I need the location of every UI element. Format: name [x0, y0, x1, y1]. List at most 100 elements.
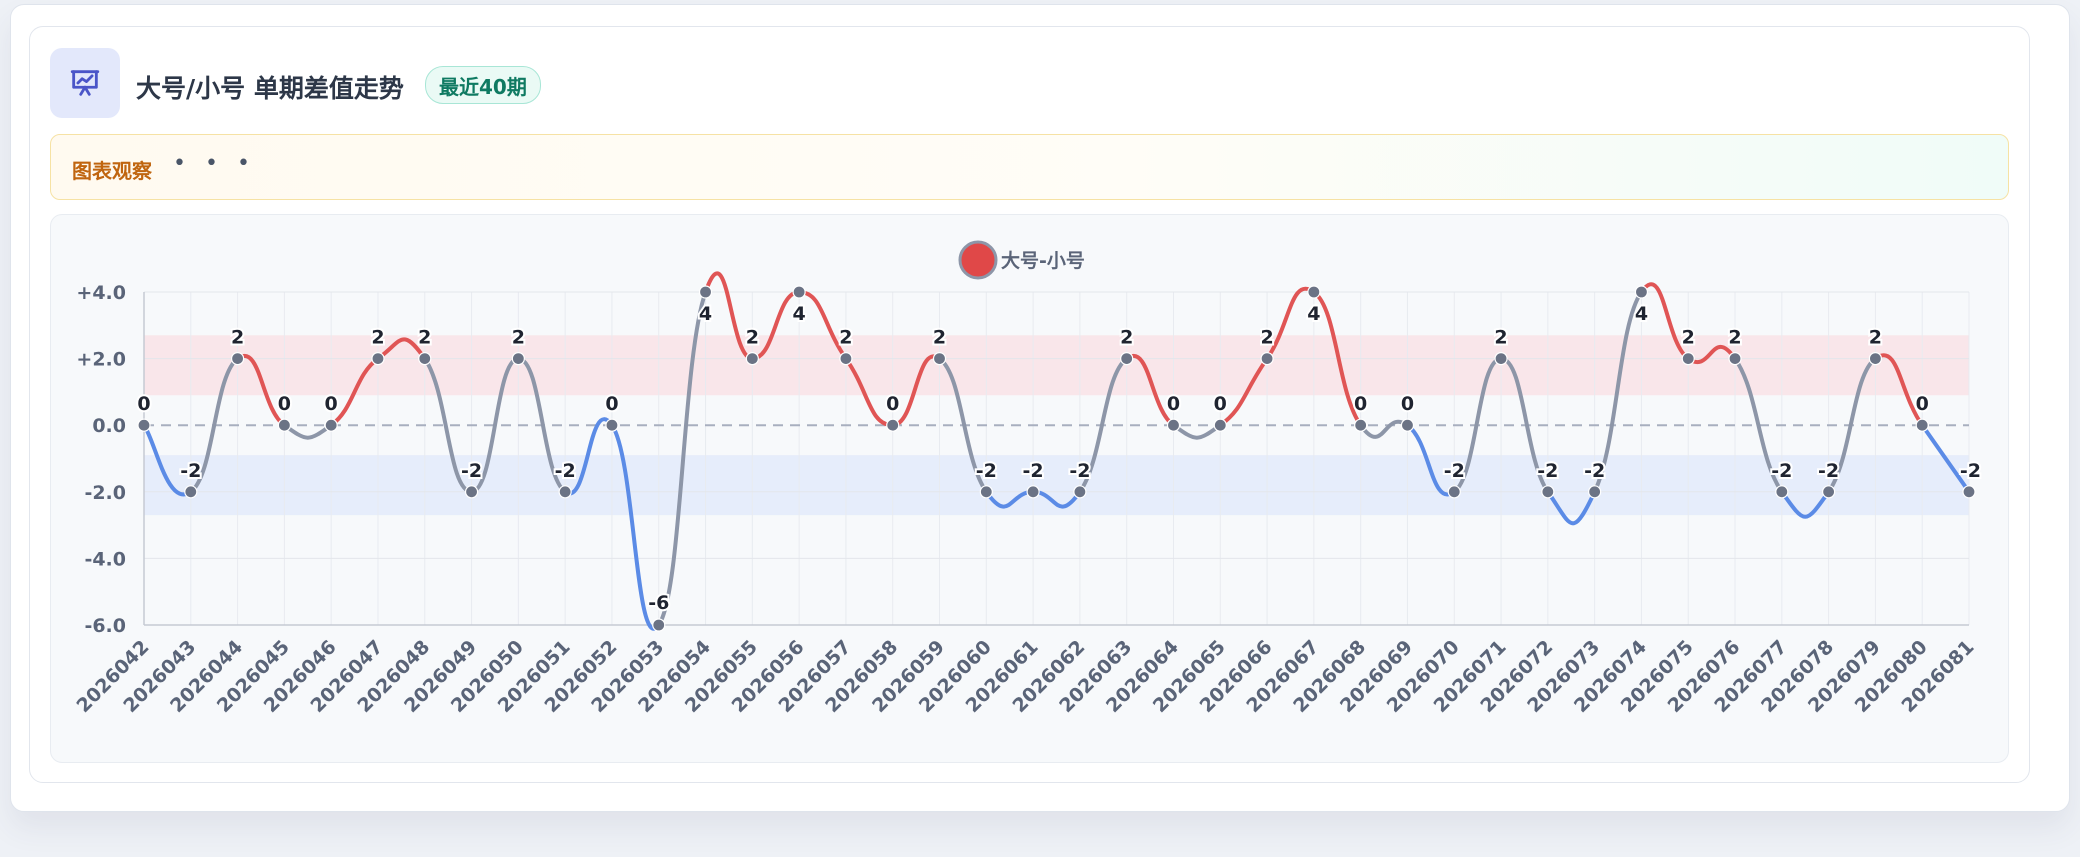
data-point[interactable] [1541, 485, 1555, 499]
data-point[interactable] [1681, 352, 1695, 366]
data-label: -2 [1444, 460, 1465, 482]
data-point[interactable] [1307, 285, 1321, 299]
data-point[interactable] [698, 285, 713, 299]
data-label: 2 [839, 327, 852, 349]
data-point[interactable] [1494, 352, 1508, 366]
data-point[interactable] [1260, 352, 1274, 366]
data-point[interactable] [1822, 485, 1836, 499]
data-label: -2 [1818, 460, 1839, 482]
data-point[interactable] [1962, 485, 1976, 499]
series-line-segment [609, 423, 661, 631]
series-line-segment [1545, 489, 1597, 526]
data-label: -2 [1771, 460, 1792, 482]
data-point[interactable] [605, 418, 619, 432]
period-badge: 最近40期 [425, 66, 541, 104]
data-point[interactable] [371, 352, 385, 366]
series-line-segment [1358, 419, 1410, 439]
data-point[interactable] [1026, 485, 1040, 499]
data-label: -2 [1537, 460, 1558, 482]
y-tick-label: +4.0 [76, 282, 126, 304]
data-label: 2 [231, 327, 244, 349]
data-point[interactable] [839, 352, 853, 366]
series-line-segment [1311, 290, 1363, 428]
data-label: -6 [648, 592, 669, 614]
data-point[interactable] [511, 352, 525, 366]
data-point[interactable] [558, 485, 572, 499]
data-label: 0 [325, 393, 338, 415]
chart-legend[interactable]: 大号-小号 [958, 240, 1085, 280]
series-line-segment [1265, 287, 1316, 361]
data-point[interactable] [1728, 352, 1742, 366]
page-title: 大号/小号 单期差值走势 [136, 74, 404, 103]
series-line-segment [656, 290, 708, 627]
series-line-segment [750, 290, 802, 361]
data-label: 4 [699, 303, 712, 325]
data-label: 2 [1120, 327, 1133, 349]
data-label: 2 [1494, 327, 1507, 349]
data-point[interactable] [792, 285, 806, 299]
data-point[interactable] [1213, 418, 1227, 432]
data-point[interactable] [324, 418, 338, 432]
data-label: 2 [1869, 327, 1882, 349]
data-point[interactable] [1634, 285, 1649, 299]
data-point[interactable] [277, 418, 291, 432]
data-label: 0 [137, 393, 150, 415]
data-point[interactable] [1400, 418, 1415, 432]
series-line-segment [1733, 356, 1784, 494]
y-tick-label: -2.0 [84, 482, 126, 504]
data-point[interactable] [1073, 485, 1087, 499]
series-line-segment [890, 354, 942, 428]
observation-label: 图表观察 [72, 159, 152, 183]
data-point[interactable] [1120, 352, 1134, 366]
data-point[interactable] [652, 618, 666, 632]
data-point[interactable] [1447, 485, 1461, 499]
series-line-segment [1592, 290, 1644, 494]
data-label: -2 [976, 460, 997, 482]
series-line-segment [1452, 356, 1504, 494]
data-label: -2 [461, 460, 482, 482]
data-point[interactable] [1588, 485, 1602, 499]
data-label: -2 [1960, 460, 1981, 482]
data-label: 0 [886, 393, 899, 415]
data-point[interactable] [1354, 418, 1368, 432]
data-label: -2 [1023, 460, 1044, 482]
series-line-segment [422, 356, 474, 494]
series-line-segment [1124, 354, 1176, 428]
data-point[interactable] [1868, 352, 1883, 366]
data-label: 2 [933, 327, 946, 349]
series-line-segment [375, 337, 427, 361]
data-label: 2 [1682, 327, 1695, 349]
series-line-segment [188, 356, 240, 494]
series-line-segment [142, 423, 193, 497]
series-line-segment [1779, 489, 1831, 519]
y-tick-label: -6.0 [84, 615, 126, 637]
series-line-segment [1826, 356, 1878, 494]
data-point[interactable] [979, 485, 993, 499]
data-point[interactable] [184, 485, 198, 499]
data-point[interactable] [745, 352, 759, 366]
series-line-segment [937, 356, 989, 494]
data-point[interactable] [418, 352, 432, 366]
series-line-segment [235, 354, 287, 428]
data-label: 2 [1728, 327, 1741, 349]
y-tick-label: +2.0 [76, 349, 126, 371]
data-point[interactable] [1775, 485, 1789, 499]
data-label: 0 [1916, 393, 1929, 415]
series-line-segment [563, 417, 614, 496]
data-label: 2 [371, 327, 384, 349]
observation-panel[interactable]: 图表观察 • • • [50, 134, 2009, 200]
series-line-segment [329, 356, 380, 428]
data-label: 2 [418, 327, 431, 349]
data-point[interactable] [230, 352, 245, 366]
data-label: 2 [746, 327, 759, 349]
series-line-segment [1171, 423, 1223, 440]
y-tick-label: 0.0 [92, 415, 126, 437]
data-point[interactable] [1166, 418, 1181, 432]
data-point[interactable] [1915, 418, 1929, 432]
data-point[interactable] [886, 418, 900, 432]
data-point[interactable] [464, 485, 479, 499]
data-label: 0 [278, 393, 291, 415]
data-point[interactable] [137, 418, 151, 432]
series-line-segment [1077, 356, 1129, 494]
data-point[interactable] [932, 352, 947, 366]
